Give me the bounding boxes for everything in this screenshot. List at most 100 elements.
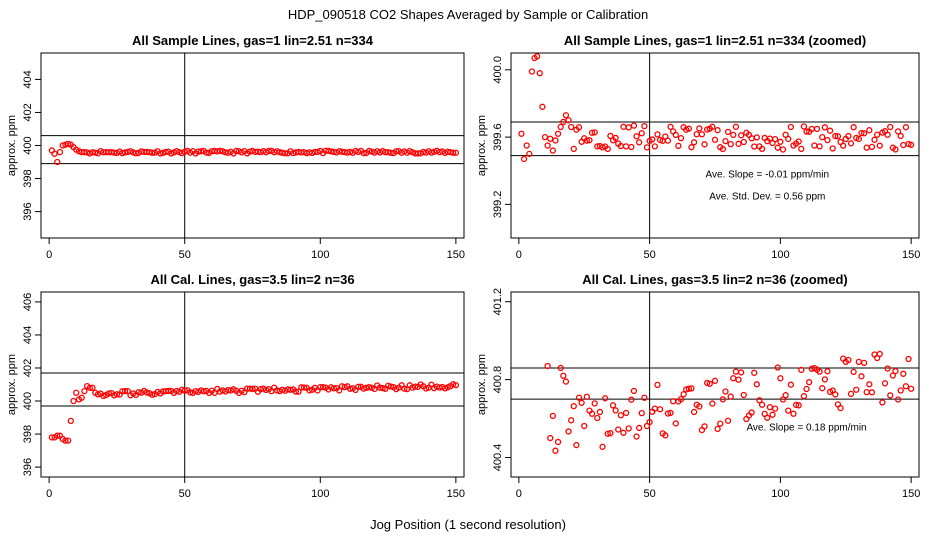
data-point [664, 410, 672, 417]
data-point [100, 392, 107, 400]
data-point [200, 388, 207, 395]
data-point [562, 378, 570, 385]
data-point [758, 145, 766, 153]
data-point [790, 410, 797, 417]
data-point [821, 376, 828, 383]
data-point [428, 149, 435, 156]
data-point [549, 412, 556, 420]
data-point [124, 387, 131, 395]
data-point [748, 409, 755, 416]
data-point [265, 147, 272, 155]
data-point [876, 142, 883, 149]
data-point [393, 148, 400, 155]
data-point [887, 123, 894, 131]
data-point [719, 396, 726, 403]
data-point [892, 146, 899, 153]
data-point [866, 381, 873, 388]
data-point [135, 389, 142, 396]
data-point [51, 150, 58, 157]
data-point [860, 359, 868, 367]
y-tick-label: 402 [22, 103, 34, 121]
data-point [829, 145, 836, 152]
y-tick-label: 399.6 [492, 123, 504, 151]
data-point [874, 131, 881, 138]
data-point [62, 437, 69, 444]
data-point [565, 428, 572, 435]
data-point [908, 385, 915, 392]
data-point [233, 147, 240, 155]
data-point [336, 387, 343, 394]
data-point [897, 387, 904, 394]
data-point [578, 399, 585, 406]
data-point [620, 123, 627, 130]
data-point [868, 389, 876, 396]
data-point [863, 144, 870, 151]
data-point [894, 128, 902, 135]
data-point [549, 147, 556, 154]
data-point [662, 432, 669, 439]
data-point [685, 385, 692, 392]
data-point [696, 403, 703, 410]
data-point [594, 414, 601, 422]
data-point [871, 136, 878, 143]
data-point [680, 391, 687, 398]
data-point [837, 404, 844, 412]
data-point [387, 149, 394, 156]
data-point [622, 409, 630, 417]
plot-frame [510, 52, 920, 239]
data-point [149, 149, 156, 156]
data-point [819, 133, 826, 141]
data-point [638, 130, 645, 137]
data-point [59, 142, 66, 149]
data-point [615, 426, 622, 433]
y-axis-label: approx. ppm [476, 115, 488, 176]
panel-3: All Cal. Lines, gas=3.5 lin=2 n=36 0 50 100… [6, 272, 465, 500]
data-point [766, 403, 774, 411]
panel-2: All Sample Lines, gas=1 lin=2.51 n=334 (… [476, 33, 920, 261]
x-tick-label: 0 [46, 488, 52, 500]
data-point [803, 128, 810, 135]
data-point [850, 124, 857, 131]
data-point [876, 350, 883, 358]
data-point [638, 409, 645, 417]
data-point [753, 134, 760, 141]
data-point [832, 391, 839, 398]
data-point [617, 412, 624, 419]
data-point [735, 140, 742, 147]
data-point [281, 150, 289, 157]
data-point [719, 145, 726, 153]
y-tick-label: 406 [22, 293, 34, 311]
data-point [811, 142, 818, 149]
data-point [774, 364, 781, 371]
data-point [570, 402, 577, 410]
data-point [54, 158, 61, 166]
data-point [157, 150, 164, 157]
data-point [785, 135, 792, 143]
data-point [625, 425, 632, 432]
data-point [772, 405, 779, 412]
data-point [847, 390, 855, 397]
data-point [81, 387, 88, 395]
data-point [78, 394, 85, 401]
data-point [48, 434, 55, 441]
y-tick-label: 404 [22, 326, 34, 344]
data-point [149, 391, 156, 398]
data-point [544, 362, 551, 370]
data-point [813, 125, 821, 133]
data-point [552, 137, 559, 144]
annotation: Ave. Std. Dev. = 0.56 ppm [709, 191, 825, 202]
data-point [641, 123, 648, 130]
data-point [518, 130, 525, 137]
data-point [894, 396, 902, 403]
data-point [751, 143, 758, 150]
data-point [711, 377, 719, 384]
panel-title: All Sample Lines, gas=1 lin=2.51 n=334 [132, 33, 374, 48]
data-point [583, 137, 590, 144]
data-point [779, 146, 787, 153]
x-tick-label: 100 [771, 488, 789, 500]
data-point [795, 402, 802, 409]
y-tick-label: 399.2 [492, 191, 504, 219]
data-point [735, 376, 742, 383]
data-point [604, 430, 611, 437]
data-point [751, 369, 758, 376]
